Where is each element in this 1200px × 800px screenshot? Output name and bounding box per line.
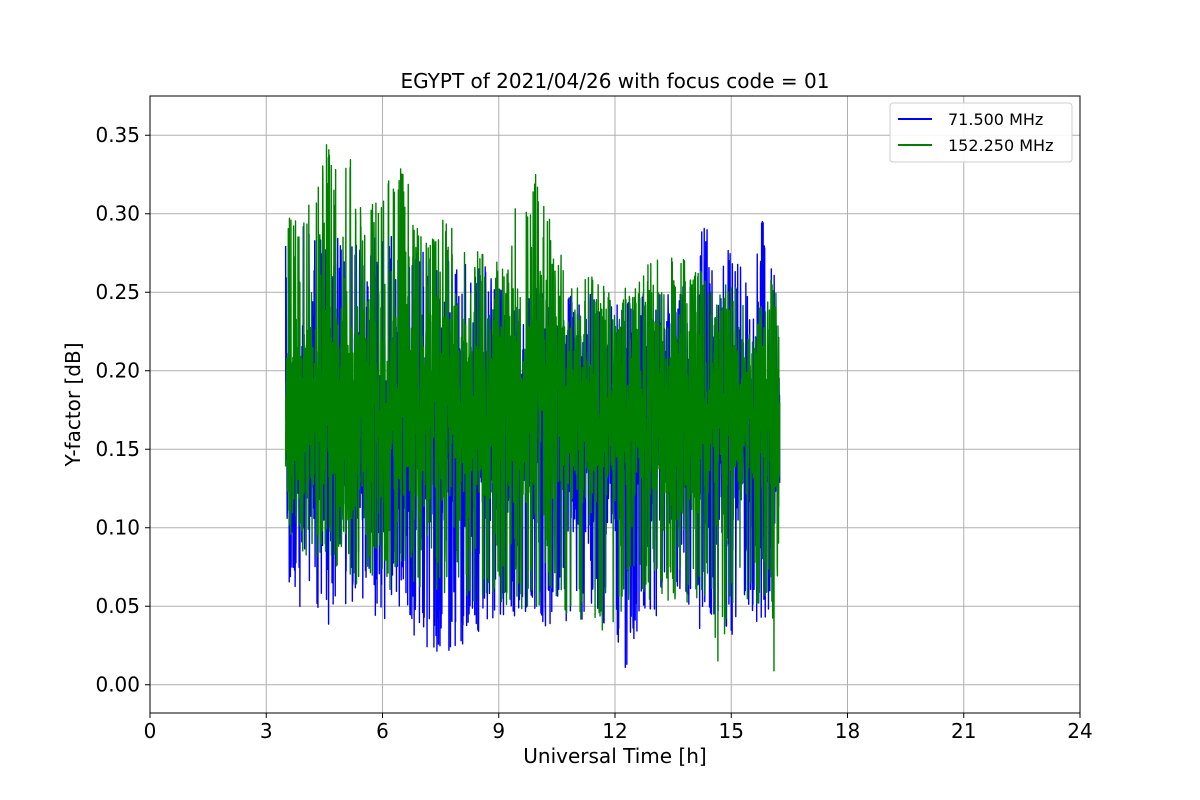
y-tick-label: 0.35 [95, 123, 140, 147]
x-tick-label: 18 [835, 719, 860, 743]
plot-series [284, 144, 781, 672]
y-tick-label: 0.00 [95, 673, 140, 697]
x-tick-label: 3 [260, 719, 273, 743]
y-tick-label: 0.20 [95, 359, 140, 383]
y-tick-label: 0.15 [95, 437, 140, 461]
x-tick-label: 9 [492, 719, 505, 743]
series-line-1 [284, 144, 781, 672]
y-tick-label: 0.30 [95, 202, 140, 226]
x-tick-label: 15 [719, 719, 744, 743]
legend: 71.500 MHz 152.250 MHz [889, 102, 1073, 163]
chart-title: EGYPT of 2021/04/26 with focus code = 01 [401, 69, 830, 93]
x-axis-title: Universal Time [h] [523, 744, 706, 768]
legend-label-1: 152.250 MHz [948, 136, 1053, 155]
legend-box [889, 102, 1073, 163]
y-tick-label: 0.25 [95, 280, 140, 304]
legend-label-0: 71.500 MHz [948, 110, 1043, 129]
x-tick-label: 21 [951, 719, 976, 743]
axis-ticks: 0 3 6 9 12 15 18 21 24 0.00 0.05 0.10 0.15 0.20 0.25 0.… [95, 123, 1092, 743]
x-tick-label: 0 [144, 719, 157, 743]
x-tick-label: 6 [376, 719, 389, 743]
y-tick-label: 0.10 [95, 516, 140, 540]
x-tick-label: 12 [602, 719, 627, 743]
y-axis-title: Y-factor [dB] [61, 342, 85, 467]
y-tick-label: 0.05 [95, 594, 140, 618]
x-tick-label: 24 [1067, 719, 1092, 743]
